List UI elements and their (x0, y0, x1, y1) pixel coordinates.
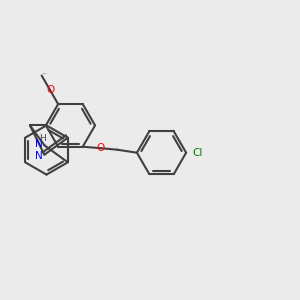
Text: N: N (35, 139, 43, 149)
Text: O: O (97, 143, 105, 153)
Text: O: O (46, 85, 54, 94)
Text: N: N (35, 151, 43, 161)
Text: Cl: Cl (192, 148, 202, 158)
Text: methyl: methyl (43, 73, 48, 74)
Text: H: H (39, 134, 46, 143)
Text: methyl: methyl (40, 73, 45, 74)
